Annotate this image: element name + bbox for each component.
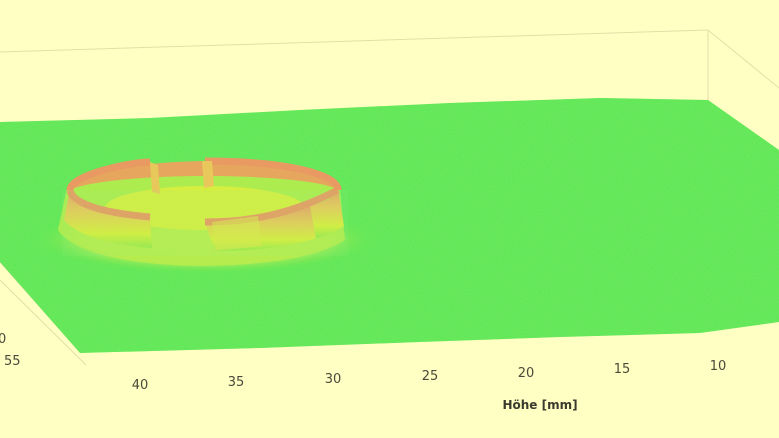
ring-feature bbox=[33, 157, 377, 274]
x-axis-title: Höhe [mm] bbox=[502, 398, 577, 412]
x-tick-label: 40 bbox=[132, 378, 149, 393]
y-axis-ticks: 0 55 bbox=[0, 332, 21, 369]
x-tick-label: 30 bbox=[325, 372, 342, 387]
y-tick-label: 0 bbox=[0, 332, 6, 347]
x-tick-label: 10 bbox=[710, 359, 727, 374]
x-tick-label: 15 bbox=[614, 362, 631, 377]
x-axis-ticks: 40 35 30 25 20 15 10 bbox=[132, 359, 727, 393]
x-tick-label: 20 bbox=[518, 366, 535, 381]
x-tick-label: 35 bbox=[228, 375, 245, 390]
y-tick-label: 55 bbox=[4, 354, 21, 369]
x-tick-label: 25 bbox=[422, 369, 439, 384]
